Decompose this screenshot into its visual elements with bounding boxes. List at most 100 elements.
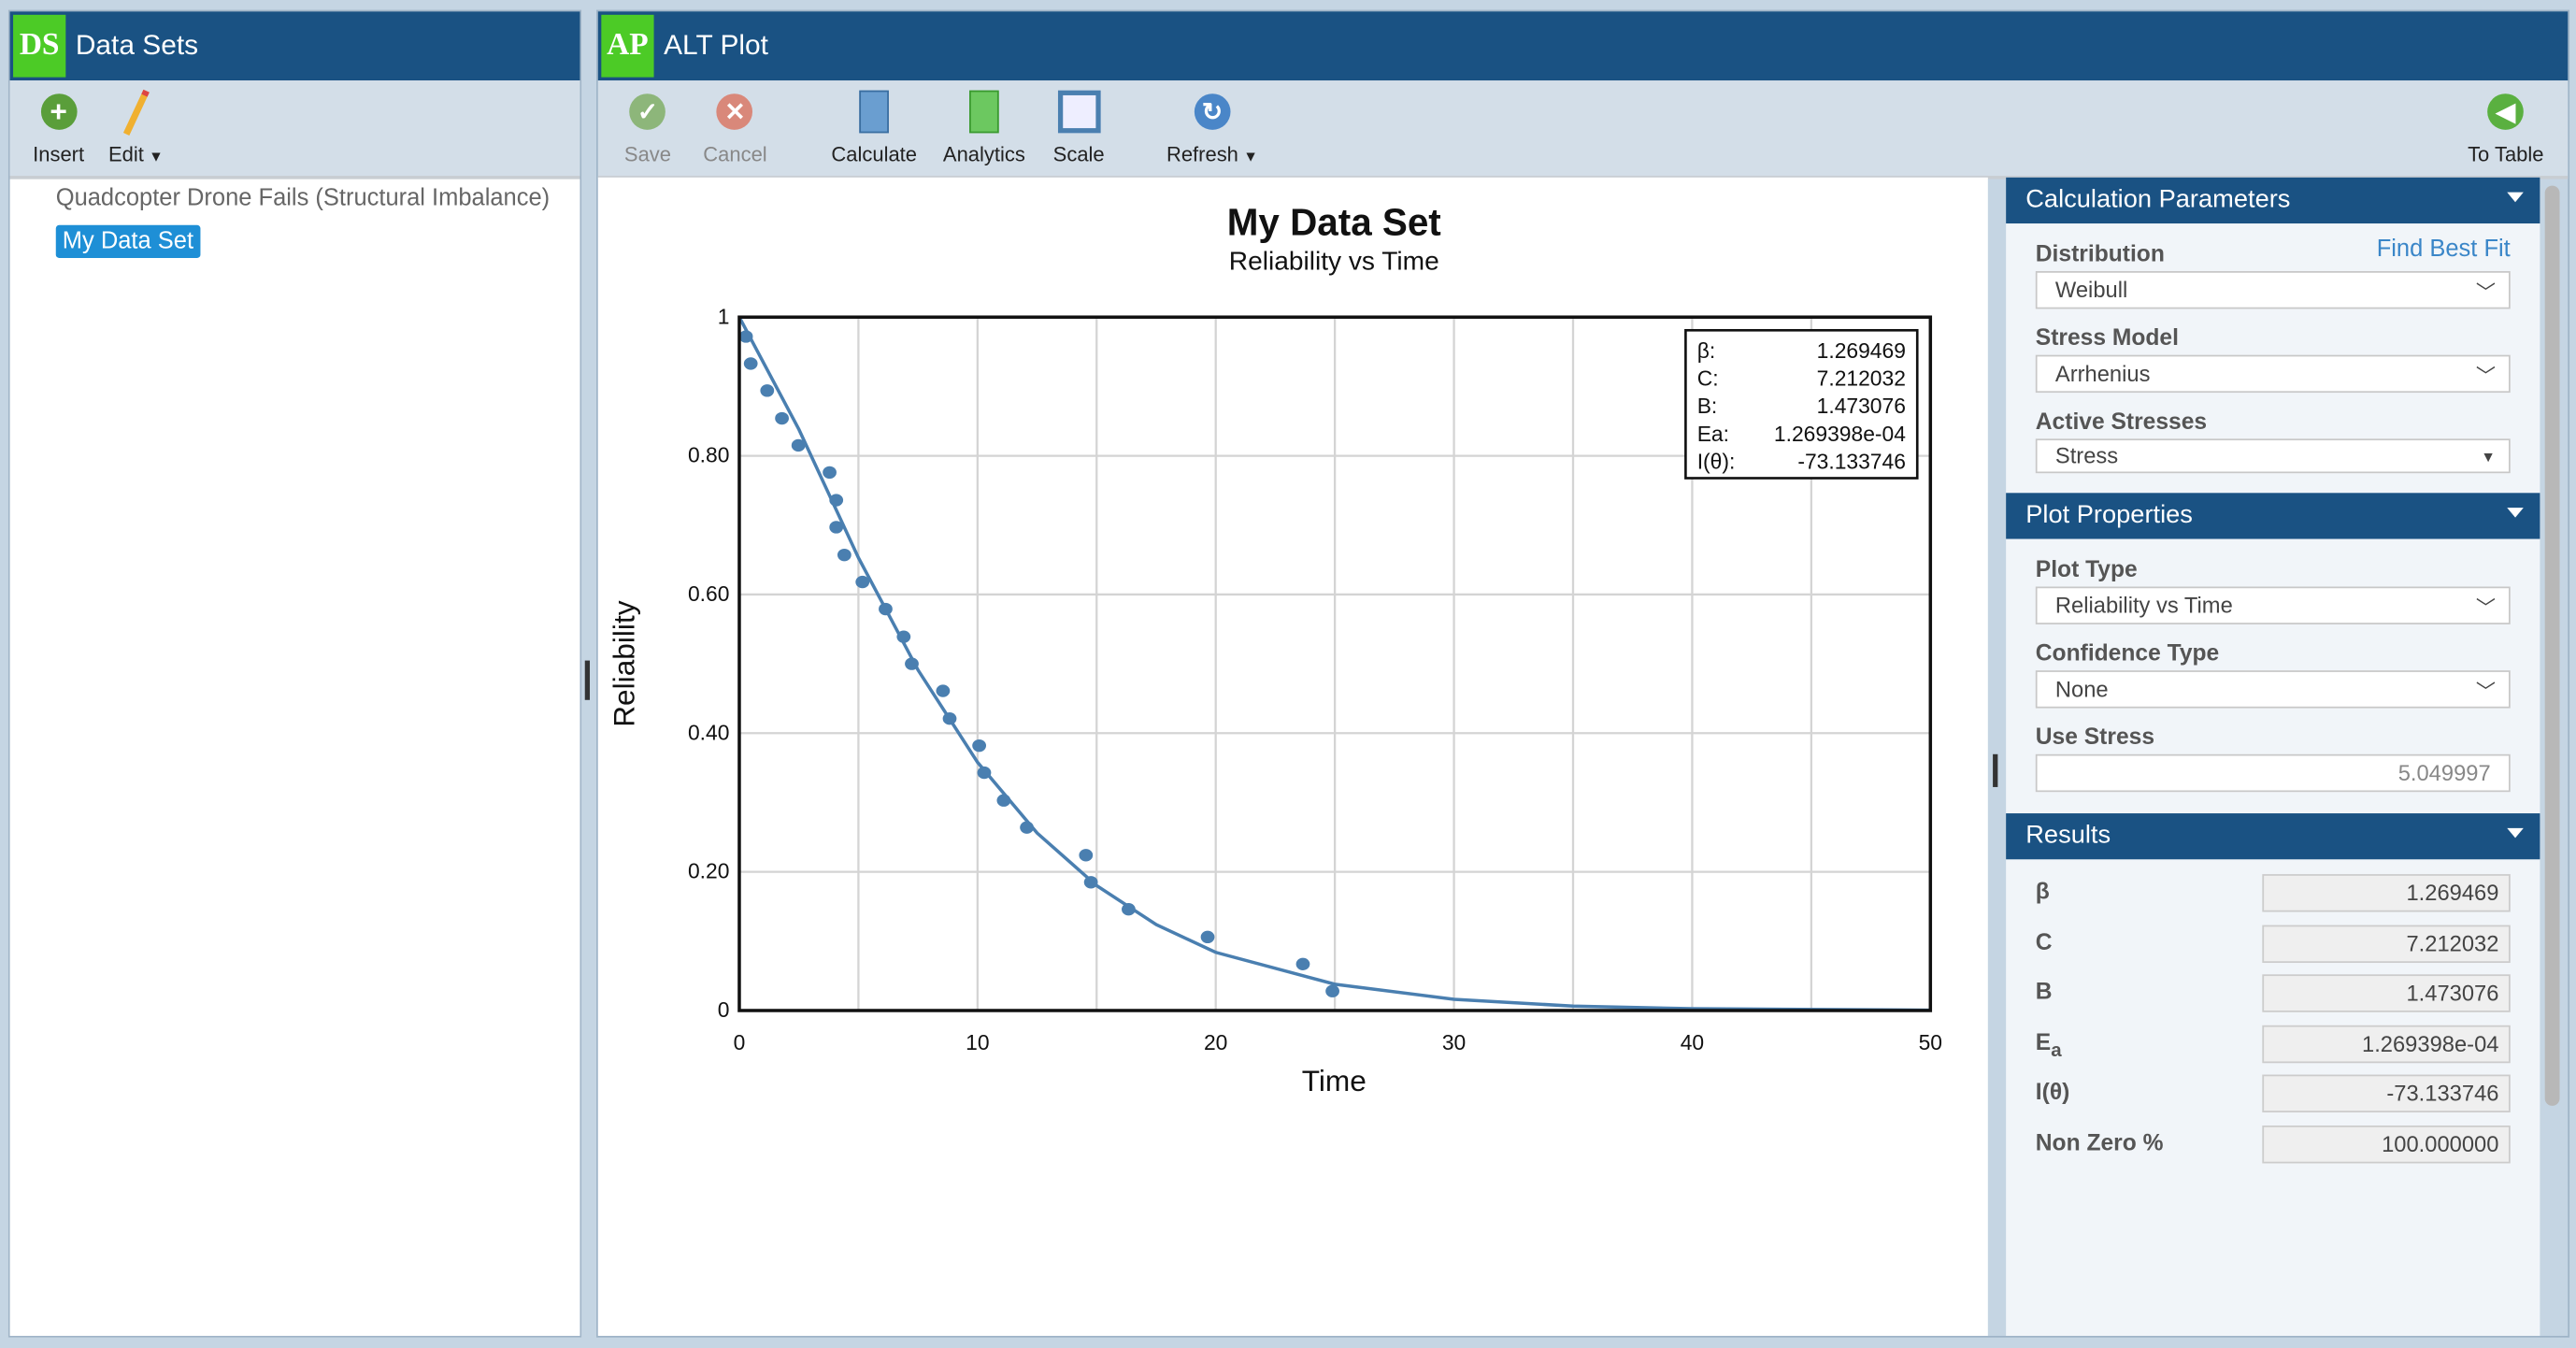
to-table-label: To Table	[2468, 142, 2544, 166]
data-point	[936, 684, 951, 697]
datasets-panel: DS Data Sets + Insert Edit ▼ Quadcopter D…	[7, 9, 582, 1338]
plot-type-value: Reliability vs Time	[2054, 593, 2233, 618]
result-value: 1.269469	[2262, 874, 2511, 912]
data-point	[879, 602, 893, 616]
close-icon: ✕	[714, 91, 757, 134]
y-tick-label: 0.60	[688, 581, 729, 606]
dataset-item[interactable]: Quadcopter Drone Fails (Structural Imbal…	[55, 185, 551, 212]
chart-subtitle: Reliability vs Time	[1229, 246, 1439, 275]
legend-value: 1.269398e-04	[1774, 422, 1906, 446]
y-tick-label: 0.20	[688, 859, 729, 883]
data-point	[1083, 876, 1098, 889]
dataset-label: My Data Set	[55, 224, 201, 258]
right-splitter-handle[interactable]	[1993, 753, 1998, 787]
stress-model-value: Arrhenius	[2054, 361, 2151, 387]
caret-down-icon: ▼	[2481, 448, 2496, 466]
analytics-button[interactable]: Analytics	[942, 90, 1025, 166]
data-point	[823, 466, 837, 480]
x-tick-label: 10	[966, 1030, 989, 1054]
edit-label: Edit	[108, 142, 144, 166]
plot-type-select[interactable]: Reliability vs Time ﹀	[2035, 586, 2511, 624]
refresh-label: Refresh	[1166, 142, 1238, 166]
calculator-icon	[852, 90, 895, 134]
data-point	[1325, 984, 1339, 997]
distribution-select[interactable]: Weibull ﹀	[2035, 271, 2511, 309]
stress-model-label: Stress Model	[2035, 323, 2179, 351]
x-axis-label: Time	[1302, 1064, 1367, 1097]
datasets-toolbar: + Insert Edit ▼	[9, 80, 580, 179]
refresh-button[interactable]: ↻ Refresh ▼	[1166, 91, 1258, 166]
legend-label: B:	[1697, 394, 1718, 418]
distribution-label: Distribution	[2035, 239, 2165, 266]
analytics-label: Analytics	[942, 142, 1025, 166]
data-point	[972, 739, 986, 753]
data-point	[942, 712, 957, 725]
data-point	[738, 330, 753, 343]
collapse-icon	[2507, 192, 2524, 203]
save-button[interactable]: ✓ Save	[624, 91, 671, 166]
reliability-chart: My Data Set Reliability vs Time 0 10 20 30 4…	[607, 200, 1942, 1097]
pencil-icon	[115, 88, 158, 136]
insert-label: Insert	[33, 142, 85, 166]
legend-value: 1.473076	[1817, 394, 1906, 418]
result-value: 7.212032	[2262, 924, 2511, 963]
insert-button[interactable]: + Insert	[33, 91, 84, 166]
find-best-fit-link[interactable]: Find Best Fit	[2376, 237, 2511, 264]
scale-label: Scale	[1052, 142, 1105, 166]
result-value: 1.473076	[2262, 974, 2511, 1013]
stress-model-select[interactable]: Arrhenius ﹀	[2035, 354, 2511, 394]
caret-down-icon: ▼	[149, 148, 164, 165]
chevron-down-icon: ﹀	[2475, 280, 2496, 305]
left-splitter-handle[interactable]	[584, 660, 591, 700]
to-table-button[interactable]: ◀ To Table	[2468, 91, 2544, 166]
y-tick-label: 1	[718, 304, 730, 328]
results-header[interactable]: Results	[2006, 813, 2540, 860]
use-stress-input[interactable]: 5.049997	[2035, 753, 2511, 793]
sidebar-scrollbar[interactable]	[2544, 185, 2560, 1106]
plot-props-header[interactable]: Plot Properties	[2006, 493, 2540, 539]
calc-params-header[interactable]: Calculation Parameters	[2006, 177, 2540, 224]
cancel-button[interactable]: ✕ Cancel	[703, 91, 767, 166]
active-stresses-value: Stress	[2054, 443, 2119, 468]
plot-panel: AP ALT Plot ✓ Save ✕ Cancel Calculate An…	[596, 9, 2570, 1338]
back-arrow-icon: ◀	[2484, 91, 2527, 134]
result-label-text: I(θ)	[2035, 1078, 2070, 1105]
data-point	[1295, 957, 1310, 970]
data-point	[760, 384, 775, 397]
plot-toolbar: ✓ Save ✕ Cancel Calculate Analytics Scal…	[597, 80, 2569, 179]
confidence-type-label: Confidence Type	[2035, 638, 2220, 666]
data-point	[855, 575, 870, 589]
data-point	[743, 357, 758, 370]
edit-button[interactable]: Edit ▼	[108, 88, 164, 166]
data-point	[775, 411, 789, 425]
data-point	[1200, 930, 1215, 944]
y-axis-label: Reliability	[607, 600, 640, 727]
confidence-type-value: None	[2054, 677, 2109, 702]
result-label-text: C	[2035, 927, 2053, 954]
save-label: Save	[623, 142, 672, 166]
x-tick-label: 30	[1442, 1030, 1466, 1054]
data-point	[1079, 849, 1094, 862]
cancel-label: Cancel	[703, 142, 767, 166]
active-stresses-label: Active Stresses	[2035, 407, 2208, 435]
active-stresses-select[interactable]: Stress ▼	[2035, 438, 2511, 474]
result-label: Ea	[2036, 1028, 2062, 1061]
analytics-calculator-icon	[963, 90, 1006, 134]
results-title: Results	[2025, 821, 2111, 850]
calculate-button[interactable]: Calculate	[831, 90, 917, 166]
chevron-down-icon: ﹀	[2475, 596, 2496, 620]
plot-title: ALT Plot	[664, 29, 768, 62]
properties-sidebar: Calculation Parameters Distribution Find…	[2006, 177, 2540, 1337]
result-label-text: β	[2035, 877, 2050, 904]
scale-button[interactable]: Scale	[1052, 90, 1105, 166]
legend-box: β: 1.269469 C: 7.212032 B: 1.473076 Ea: 1.26939…	[1684, 328, 1919, 480]
y-tick-label: 0.80	[688, 443, 729, 467]
result-label-text: B	[2035, 978, 2053, 1005]
calc-params-title: Calculation Parameters	[2025, 185, 2291, 214]
plot-area: My Data Set Reliability vs Time 0 10 20 30 4…	[597, 177, 1988, 1337]
confidence-type-select[interactable]: None ﹀	[2035, 670, 2511, 709]
result-label: B	[2036, 978, 2053, 1004]
plot-props-title: Plot Properties	[2025, 501, 2193, 529]
datasets-logo: DS	[13, 14, 66, 78]
dataset-item-selected[interactable]: My Data Set	[55, 224, 201, 258]
